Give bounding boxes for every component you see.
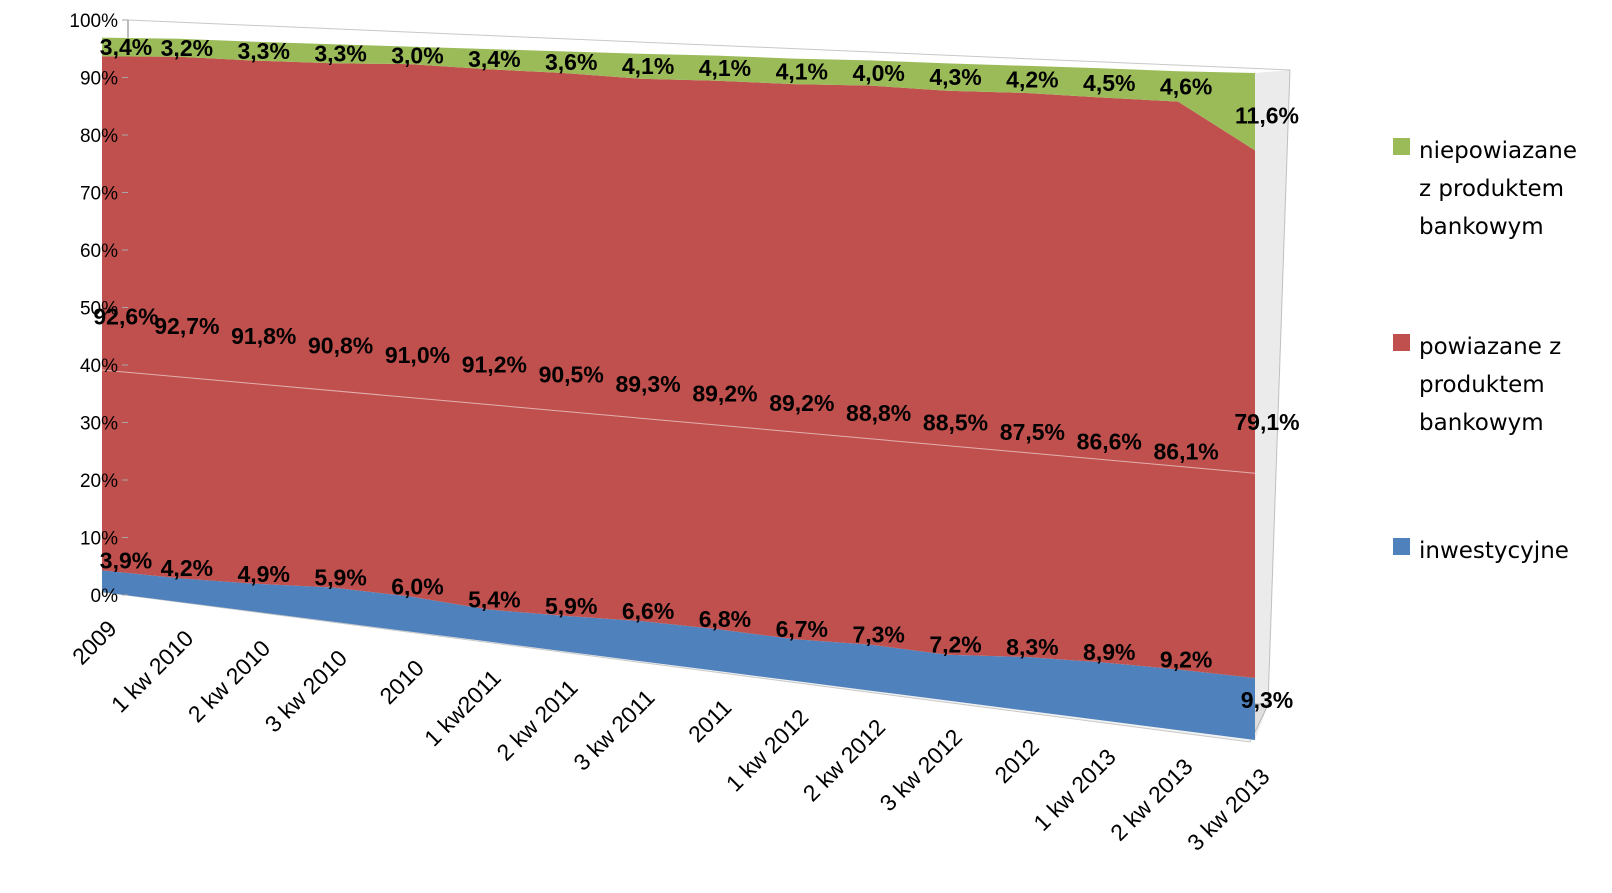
x-tick-label: 2 kw 2010 bbox=[183, 635, 276, 728]
data-label: 4,9% bbox=[238, 561, 290, 587]
legend-label: niepowiazane z produktem bankowym bbox=[1419, 138, 1577, 240]
data-label: 90,5% bbox=[539, 361, 604, 387]
data-label: 91,0% bbox=[385, 342, 450, 368]
data-label: 92,7% bbox=[154, 313, 219, 339]
x-tick-label: 3 kw 2010 bbox=[260, 645, 353, 738]
data-label: 4,1% bbox=[776, 58, 828, 84]
gridline-40 bbox=[101, 369, 1256, 474]
legend-swatch bbox=[1393, 334, 1410, 351]
legend-label: powiazane z produktem bankowym bbox=[1419, 334, 1562, 436]
data-label: 8,9% bbox=[1083, 639, 1135, 665]
data-labels: 3,9% 4,2% 4,9% 5,9% 6,0% 5,4% 5,9% 6,6% 6,8% 6,7%… bbox=[93, 34, 1299, 713]
x-tick-label: 2011 bbox=[683, 694, 736, 747]
data-label: 91,2% bbox=[462, 352, 527, 378]
y-tick-label: 80% bbox=[80, 126, 118, 147]
data-label: 90,8% bbox=[308, 332, 373, 358]
legend-swatch bbox=[1393, 538, 1410, 555]
legend-label: inwestycyjne bbox=[1419, 538, 1569, 564]
data-label: 3,3% bbox=[238, 38, 290, 64]
data-label: 7,3% bbox=[852, 622, 904, 648]
data-label: 89,2% bbox=[692, 381, 757, 407]
x-tick-label: 2 kw 2013 bbox=[1105, 753, 1198, 846]
data-label: 4,6% bbox=[1160, 73, 1212, 99]
legend-item-inwestycyjne: inwestycyjne bbox=[1393, 532, 1599, 570]
area-series-2 bbox=[102, 37, 1255, 151]
chart-areas bbox=[101, 37, 1290, 740]
y-tick-label: 10% bbox=[80, 529, 118, 550]
y-tick-label: 100% bbox=[69, 11, 118, 32]
data-label: 3,4% bbox=[468, 46, 520, 72]
data-label: 8,3% bbox=[1006, 634, 1058, 660]
data-label: 4,1% bbox=[622, 53, 674, 79]
x-tick-label: 2 kw 2011 bbox=[491, 674, 582, 765]
x-tick-label: 3 kw 2011 bbox=[568, 684, 659, 775]
data-label: 3,0% bbox=[391, 42, 443, 68]
data-label: 88,5% bbox=[923, 409, 988, 435]
data-label: 7,2% bbox=[929, 632, 981, 658]
area-side-face bbox=[1255, 70, 1290, 740]
data-label: 79,1% bbox=[1234, 409, 1299, 435]
y-tick-label: 30% bbox=[80, 414, 118, 435]
data-label: 88,8% bbox=[846, 400, 911, 426]
data-label: 89,3% bbox=[615, 371, 680, 397]
data-label: 6,6% bbox=[622, 598, 674, 624]
data-label: 3,6% bbox=[545, 49, 597, 75]
data-label: 86,6% bbox=[1077, 429, 1142, 455]
data-label: 3,2% bbox=[161, 35, 213, 61]
data-label: 92,6% bbox=[93, 304, 158, 330]
data-label: 5,9% bbox=[314, 565, 366, 591]
x-tick-label: 1 kw 2013 bbox=[1028, 743, 1121, 836]
legend-item-powiazane: powiazane z produktem bankowym bbox=[1393, 328, 1599, 442]
legend-item-niepowiazane: niepowiazane z produktem bankowym bbox=[1393, 132, 1599, 246]
data-label: 6,8% bbox=[699, 606, 751, 632]
x-tick-label: 2 kw 2012 bbox=[798, 714, 891, 807]
data-label: 86,1% bbox=[1154, 438, 1219, 464]
y-tick-label: 0% bbox=[91, 586, 119, 607]
data-label: 4,3% bbox=[929, 64, 981, 90]
x-tick-label: 3 kw 2013 bbox=[1182, 763, 1275, 856]
area-series-0 bbox=[102, 570, 1255, 740]
data-label: 3,9% bbox=[100, 547, 152, 573]
y-tick-label: 50% bbox=[80, 299, 118, 320]
data-label: 4,2% bbox=[161, 555, 213, 581]
x-tick-label: 2010 bbox=[374, 655, 429, 710]
data-label: 91,8% bbox=[231, 323, 296, 349]
data-label: 9,3% bbox=[1241, 687, 1293, 713]
y-tick-label: 20% bbox=[80, 471, 118, 492]
data-label: 87,5% bbox=[1000, 419, 1065, 445]
x-tick-label: 1 kw2011 bbox=[419, 664, 506, 751]
y-tick-label: 40% bbox=[80, 356, 118, 377]
data-label: 89,2% bbox=[769, 390, 834, 416]
data-label: 4,1% bbox=[699, 55, 751, 81]
data-label: 3,4% bbox=[100, 34, 152, 60]
data-label: 3,3% bbox=[314, 41, 366, 67]
x-tick-label: 3 kw 2012 bbox=[875, 724, 968, 817]
x-tick-label: 2009 bbox=[67, 615, 122, 670]
x-tick-label: 1 kw 2010 bbox=[106, 625, 199, 718]
legend-swatch bbox=[1393, 138, 1410, 155]
data-label: 6,0% bbox=[391, 573, 443, 599]
data-label: 9,2% bbox=[1160, 646, 1212, 672]
y-axis: 0% 10% 20% 30% 40% 50% 60% 70% 80% 90% 100% bbox=[69, 11, 128, 607]
y-tick-label: 70% bbox=[80, 184, 118, 205]
data-label: 4,2% bbox=[1006, 66, 1058, 92]
x-tick-label: 2012 bbox=[989, 734, 1044, 789]
data-label: 11,6% bbox=[1235, 103, 1299, 129]
data-label: 4,5% bbox=[1083, 70, 1135, 96]
data-label: 5,9% bbox=[545, 593, 597, 619]
area-series-1 bbox=[102, 56, 1255, 678]
x-tick-label: 1 kw 2012 bbox=[721, 704, 814, 797]
data-label: 6,7% bbox=[776, 616, 828, 642]
y-tick-label: 90% bbox=[80, 69, 118, 90]
y-tick-label: 60% bbox=[80, 241, 118, 262]
data-label: 4,0% bbox=[852, 60, 904, 86]
data-label: 5,4% bbox=[468, 586, 520, 612]
